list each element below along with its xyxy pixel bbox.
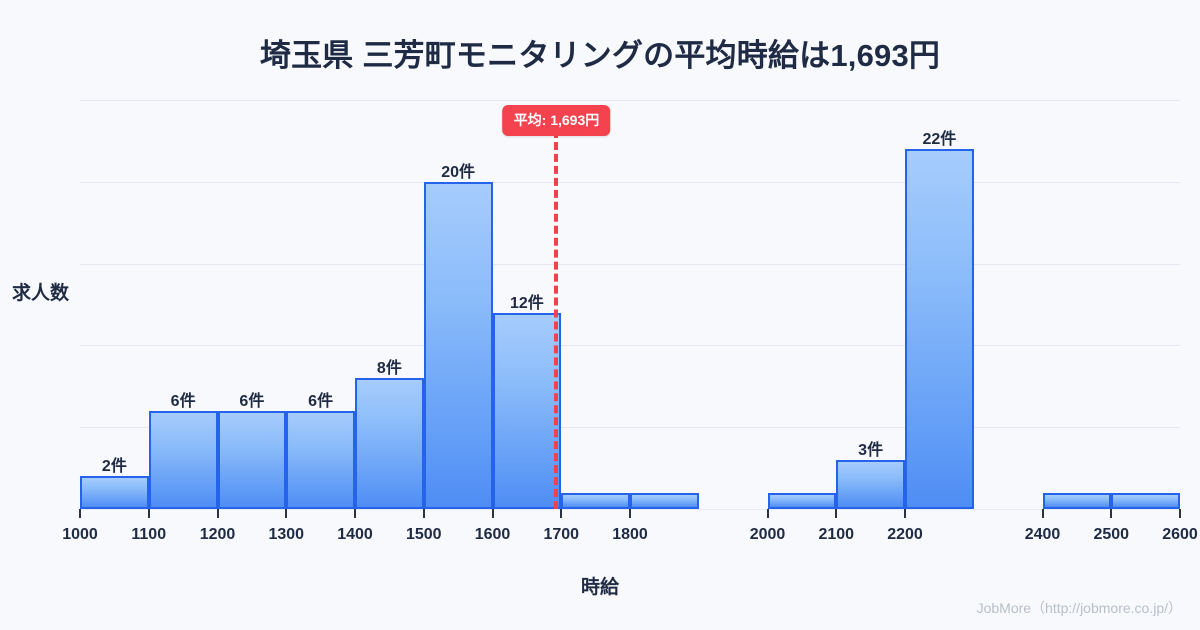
bar-value-label: 6件 — [170, 392, 196, 410]
histogram-bar[interactable] — [423, 181, 493, 509]
x-axis-tick-label: 1100 — [131, 526, 167, 543]
x-axis-tick-label: 1700 — [543, 526, 580, 543]
histogram-bar[interactable] — [148, 410, 218, 509]
x-axis-tick — [422, 509, 425, 518]
x-axis-tick — [79, 509, 81, 518]
histogram-bar[interactable] — [1111, 492, 1180, 509]
gridline — [80, 100, 1180, 101]
gridline — [80, 263, 1180, 265]
x-axis-tick — [835, 509, 838, 518]
x-axis-tick — [1179, 509, 1181, 518]
x-axis-tick — [904, 509, 906, 518]
x-axis-tick — [629, 509, 631, 518]
gridline — [80, 181, 1180, 183]
watermark: JobMore（http://jobmore.co.jp/） — [976, 600, 1182, 616]
bar-value-label: 20件 — [441, 163, 476, 181]
histogram-bar[interactable] — [630, 492, 699, 509]
x-axis-tick-label: 1300 — [268, 526, 305, 543]
bar-value-label: 3件 — [858, 441, 884, 459]
histogram-bar[interactable] — [836, 459, 905, 509]
x-axis-tick-label: 2500 — [1093, 526, 1130, 543]
chart-title: 埼玉県 三芳町モニタリングの平均時給は1,693円 — [259, 38, 941, 73]
y-axis-title: 求人数 — [12, 283, 70, 304]
average-line — [554, 130, 559, 509]
histogram-bar[interactable] — [561, 492, 630, 509]
bar-value-label: 22件 — [922, 131, 957, 149]
plot-area: 2件 6件 6件 6件 8件 20件 12件 3件 22件 — [79, 100, 1181, 518]
gridline — [80, 427, 1180, 429]
histogram-bar[interactable] — [355, 378, 424, 509]
x-axis-tick — [560, 509, 563, 518]
x-axis-tick — [1110, 509, 1113, 518]
x-axis-tick-label: 2000 — [749, 526, 786, 543]
bar-value-label: 6件 — [239, 392, 265, 410]
x-axis-tick-label: 1500 — [405, 526, 442, 543]
histogram-bar[interactable] — [492, 312, 562, 509]
x-axis-tick-label: 1400 — [337, 526, 373, 543]
x-axis-tick-label: 2200 — [887, 526, 923, 543]
x-axis-tick-label: 1000 — [62, 526, 98, 543]
histogram-bar[interactable] — [1042, 492, 1112, 509]
x-axis-title: 時給 — [580, 577, 619, 598]
x-axis-tick — [285, 509, 288, 518]
x-axis-tick — [216, 509, 219, 518]
x-axis-tick-label: 1800 — [612, 526, 648, 543]
histogram-bar[interactable] — [905, 149, 974, 509]
histogram-bar[interactable] — [217, 410, 287, 509]
x-axis-tick — [147, 509, 150, 518]
x-axis-tick-label: 2600 — [1162, 526, 1198, 543]
x-axis-tick-label: 2100 — [818, 526, 855, 543]
x-axis-tick-label: 1200 — [199, 526, 236, 543]
average-badge: 平均: 1,693円 — [502, 105, 611, 136]
bar-value-label: 2件 — [101, 458, 127, 476]
gridline — [80, 345, 1180, 347]
bar-value-label: 8件 — [376, 360, 402, 378]
histogram-bar[interactable] — [80, 476, 149, 509]
x-axis-tick-label: 1600 — [474, 526, 511, 543]
x-axis-tick — [491, 509, 494, 518]
x-axis-tick — [354, 509, 356, 518]
x-axis-tick — [766, 509, 769, 518]
histogram-bar[interactable] — [767, 492, 837, 509]
bar-value-label: 12件 — [509, 294, 544, 312]
bar-value-label: 6件 — [308, 392, 334, 410]
histogram-bar[interactable] — [286, 410, 355, 509]
x-axis-tick — [1041, 509, 1044, 518]
x-axis-tick-label: 2400 — [1024, 526, 1061, 543]
